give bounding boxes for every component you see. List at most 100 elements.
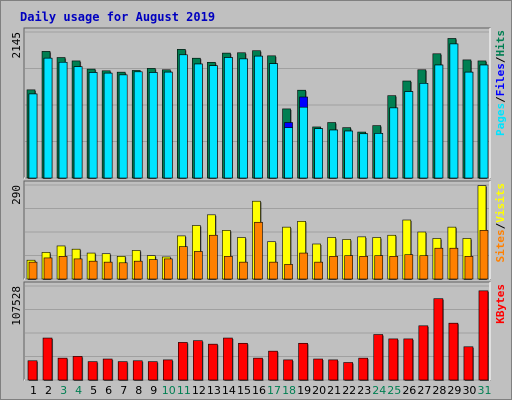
bar-pages-day-22: [344, 130, 353, 179]
bar-pages-day-23: [359, 133, 369, 179]
bar-kbytes-day-18: [283, 359, 293, 381]
day-label-23: 23: [357, 384, 371, 397]
bar-pages-day-3: [58, 61, 68, 179]
bar-sites-day-19: [299, 252, 308, 280]
legend-entry: Pages: [494, 103, 507, 136]
bar-sites-day-15: [239, 261, 248, 280]
bar-kbytes-day-15: [238, 342, 248, 381]
bar-kbytes-day-1: [27, 360, 38, 381]
bar-pages-day-6: [103, 72, 113, 179]
legend-entry: /: [494, 96, 507, 103]
bar-sites-day-30: [464, 256, 474, 280]
bar-kbytes-day-23: [358, 357, 369, 381]
bar-pages-day-15: [239, 58, 248, 179]
day-label-25: 25: [387, 384, 401, 397]
bar-pages-day-12: [194, 63, 203, 179]
day-label-14: 14: [222, 384, 236, 397]
bar-sites-day-2: [43, 257, 53, 280]
bar-sites-day-11: [179, 246, 188, 280]
bar-pages-day-4: [73, 66, 83, 179]
panel-top: 2145 Pages/Files/Hits: [10, 27, 507, 180]
day-labels: 1 2 3 4 5 6 7 8 9 10 11 12 13 14 15 16 17 18 19 20 21 22 23 24 2…: [30, 384, 491, 397]
day-label-18: 18: [282, 384, 296, 397]
day-label-17: 17: [267, 384, 281, 397]
bar-kbytes-day-10: [162, 359, 173, 381]
bar-pages-day-21: [329, 129, 338, 179]
bar-pages-day-17: [269, 63, 278, 179]
bar-sites-day-18: [284, 264, 293, 280]
bar-kbytes-day-29: [448, 322, 459, 381]
panel-legend: Sites/Visits: [494, 183, 507, 263]
bar-sites-day-8: [133, 260, 143, 280]
bars-top: [26, 38, 489, 180]
bar-kbytes-day-20: [313, 358, 323, 381]
bar-pages-day-27: [419, 83, 429, 179]
bar-pages-day-31: [479, 64, 489, 179]
day-label-26: 26: [402, 384, 416, 397]
day-label-8: 8: [135, 384, 142, 397]
day-label-30: 30: [462, 384, 476, 397]
bar-kbytes-day-9: [147, 361, 158, 381]
day-label-4: 4: [75, 384, 82, 397]
bar-sites-day-28: [434, 247, 444, 280]
bar-kbytes-day-25: [388, 338, 399, 381]
panel-legend: KBytes: [494, 284, 507, 324]
day-label-9: 9: [150, 384, 157, 397]
day-label-3: 3: [60, 384, 67, 397]
bar-kbytes-day-17: [268, 350, 278, 381]
bar-sites-day-5: [88, 260, 98, 280]
bar-pages-day-25: [389, 107, 399, 179]
day-label-16: 16: [252, 384, 266, 397]
bar-sites-day-3: [58, 256, 68, 280]
bar-kbytes-day-6: [102, 358, 113, 381]
bar-pages-day-7: [118, 74, 128, 179]
bar-kbytes-day-31: [478, 290, 489, 381]
day-label-21: 21: [327, 384, 341, 397]
bar-sites-day-25: [389, 256, 399, 280]
bar-sites-day-12: [194, 251, 203, 280]
bar-sites-day-9: [148, 259, 158, 280]
bar-sites-day-29: [449, 247, 459, 280]
bar-pages-day-5: [88, 72, 98, 179]
bar-kbytes-day-26: [403, 338, 414, 381]
day-label-24: 24: [372, 384, 386, 397]
bar-pages-day-24: [374, 133, 384, 179]
panel-bottom: 107528 KBytes: [10, 281, 507, 381]
bar-pages-day-8: [133, 71, 143, 179]
bar-sites-day-7: [118, 262, 128, 280]
bar-sites-day-6: [103, 261, 113, 280]
bar-pages-day-14: [224, 57, 233, 179]
day-label-10: 10: [162, 384, 176, 397]
bar-pages-day-16: [254, 55, 263, 179]
bar-pages-day-19: [299, 106, 308, 179]
day-label-11: 11: [177, 384, 191, 397]
bar-kbytes-day-4: [72, 356, 83, 381]
day-label-19: 19: [297, 384, 311, 397]
day-label-1: 1: [30, 384, 37, 397]
bar-kbytes-day-21: [328, 359, 338, 381]
panel-legend: Pages/Files/Hits: [494, 30, 507, 136]
scale-label: 2145: [10, 32, 23, 59]
bar-sites-day-20: [314, 261, 323, 280]
bar-sites-day-1: [28, 261, 38, 280]
bars-bottom: [27, 290, 489, 381]
bar-pages-day-28: [434, 64, 444, 179]
day-label-2: 2: [45, 384, 52, 397]
bar-kbytes-day-24: [373, 334, 384, 381]
bar-pages-day-1: [28, 93, 38, 179]
bar-sites-day-26: [404, 254, 414, 280]
chart-title: Daily usage for August 2019: [20, 10, 215, 24]
day-label-29: 29: [447, 384, 461, 397]
bar-kbytes-day-28: [433, 298, 444, 381]
bar-pages-day-29: [449, 43, 459, 179]
legend-entry: Sites: [494, 229, 507, 262]
bar-kbytes-day-11: [178, 342, 188, 381]
bar-sites-day-4: [73, 258, 83, 280]
bar-kbytes-day-16: [253, 357, 263, 381]
panel-middle: 290 Sites/Visits: [10, 180, 507, 280]
bar-sites-day-27: [419, 255, 429, 280]
day-label-28: 28: [432, 384, 446, 397]
day-label-31: 31: [477, 384, 491, 397]
bar-kbytes-day-5: [87, 361, 98, 381]
legend-entry: Visits: [494, 183, 507, 223]
